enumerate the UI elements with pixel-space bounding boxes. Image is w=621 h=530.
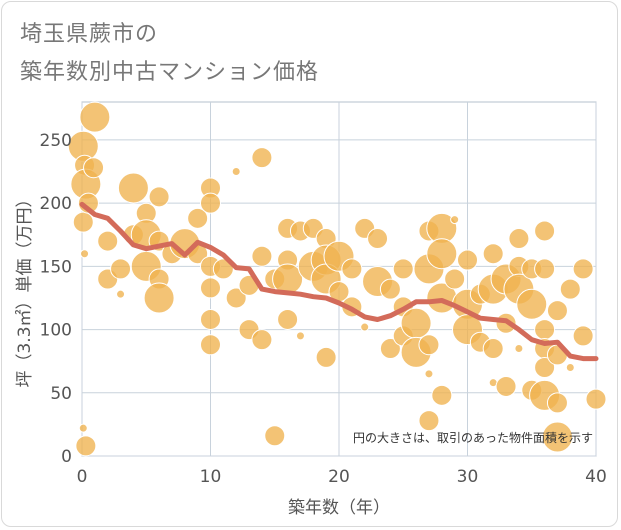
data-bubble: [251, 245, 273, 267]
data-bubble: [400, 307, 432, 339]
data-bubble: [341, 258, 363, 280]
data-bubble: [514, 344, 524, 354]
data-bubble: [418, 410, 440, 432]
data-bubble: [80, 249, 90, 259]
data-bubble: [315, 346, 337, 368]
axes: 0 10 20 30 40 0 50 100 150 200 250: [40, 131, 607, 487]
y-tick-label: 150: [40, 257, 72, 277]
data-bubble: [482, 338, 504, 360]
data-bubble: [585, 388, 607, 410]
x-tick-label: 20: [328, 467, 350, 487]
data-bubble: [379, 278, 401, 300]
data-bubble: [426, 238, 458, 270]
data-bubble: [450, 215, 460, 225]
data-bubble: [534, 220, 556, 242]
x-tick-label: 40: [585, 467, 607, 487]
data-bubble: [508, 228, 530, 250]
y-axis-title: 坪（3.3㎡）単価（万円）: [15, 190, 35, 387]
data-bubble: [546, 300, 568, 322]
data-bubble: [97, 230, 119, 252]
data-bubble: [418, 334, 440, 356]
data-bubble: [546, 392, 568, 414]
x-tick-label: 10: [200, 467, 222, 487]
data-bubble: [534, 357, 556, 378]
data-bubble: [251, 147, 273, 169]
data-bubble: [225, 287, 247, 309]
data-bubble: [495, 375, 517, 397]
data-bubble: [541, 421, 573, 453]
data-bubble: [457, 249, 478, 271]
x-axis-title: 築年数（年）: [288, 498, 390, 518]
data-bubble: [148, 186, 170, 208]
x-tick-label: 0: [77, 467, 88, 487]
data-bubble: [559, 278, 581, 300]
data-bubble: [367, 228, 389, 250]
data-bubble: [431, 384, 453, 406]
data-bubble: [277, 308, 299, 330]
data-bubble: [116, 289, 126, 299]
data-bubble: [231, 167, 241, 177]
data-bubble: [110, 258, 132, 280]
data-bubble: [424, 369, 434, 379]
bubble-size-note: 円の大きさは、取引のあった物件面積を示す: [353, 430, 593, 445]
data-bubble: [444, 268, 466, 290]
data-bubble: [200, 308, 221, 330]
y-tick-label: 0: [61, 447, 72, 467]
chart-title-line-2: 築年数別中古マンション価格: [20, 60, 320, 85]
data-bubble: [295, 331, 305, 341]
bubble-layer: [67, 101, 607, 457]
data-bubble: [379, 338, 401, 360]
y-tick-label: 50: [50, 384, 72, 404]
data-bubble: [360, 322, 370, 332]
y-tick-label: 100: [40, 321, 72, 341]
data-bubble: [200, 334, 221, 356]
data-bubble: [534, 319, 556, 341]
chart-title-line-1: 埼玉県蕨市の: [20, 22, 159, 47]
data-bubble: [572, 258, 594, 280]
y-tick-label: 200: [40, 194, 72, 214]
data-bubble: [200, 277, 221, 299]
data-bubble: [72, 211, 94, 233]
data-bubble: [212, 258, 234, 280]
data-bubble: [78, 423, 88, 433]
data-bubble: [200, 192, 221, 214]
data-bubble: [143, 282, 175, 314]
data-bubble: [117, 172, 149, 204]
x-tick-label: 30: [457, 467, 479, 487]
data-bubble: [534, 258, 556, 280]
data-bubble: [251, 329, 273, 351]
data-bubble: [187, 207, 209, 229]
data-bubble: [392, 258, 414, 280]
data-bubble: [482, 243, 504, 265]
trend-line-layer: [79, 201, 599, 362]
data-bubble: [75, 435, 97, 457]
y-tick-label: 250: [40, 131, 72, 151]
data-bubble: [516, 288, 548, 320]
data-bubble: [565, 363, 575, 372]
data-bubble: [264, 425, 286, 447]
data-bubble: [572, 325, 594, 347]
data-bubble: [79, 101, 111, 133]
data-bubble: [83, 157, 105, 179]
average-price-line: [79, 201, 599, 362]
